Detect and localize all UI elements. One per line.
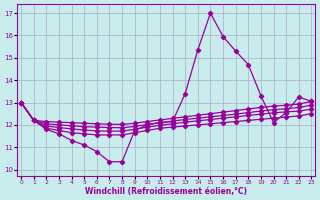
X-axis label: Windchill (Refroidissement éolien,°C): Windchill (Refroidissement éolien,°C) xyxy=(85,187,247,196)
